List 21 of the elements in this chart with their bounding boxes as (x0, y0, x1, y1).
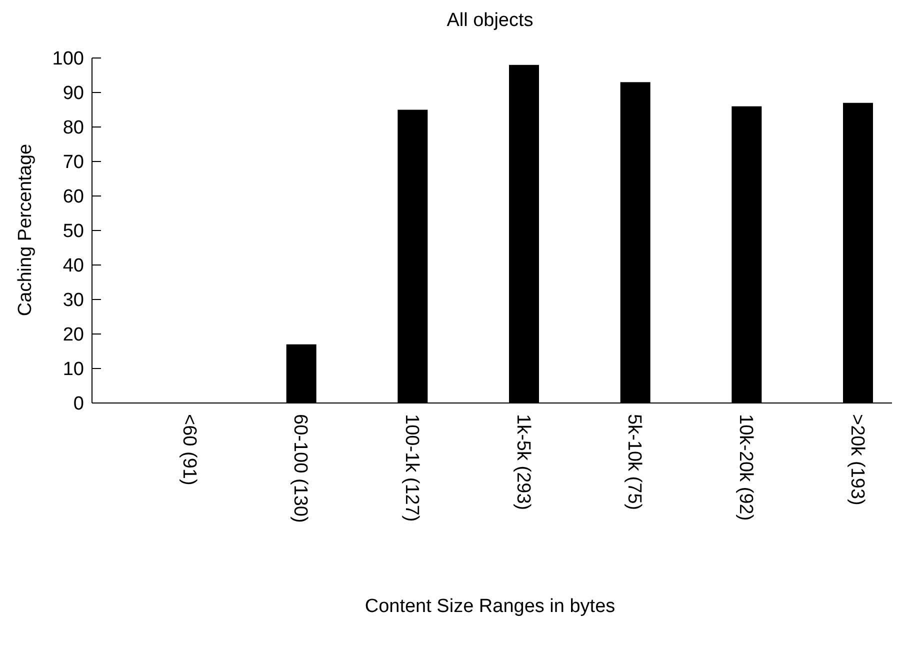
x-axis-title: Content Size Ranges in bytes (364, 596, 616, 617)
x-tick-label: 100-1k (127) (401, 414, 422, 522)
x-tick-label: 5k-10k (75) (624, 414, 645, 510)
y-tick-label: 100 (52, 48, 84, 70)
y-tick-label: 0 (73, 394, 84, 415)
y-tick-label: 50 (62, 221, 84, 242)
y-tick-label: 10 (62, 359, 84, 380)
x-tick-label: 60-100 (130) (290, 414, 311, 523)
y-tick-label: 40 (62, 256, 84, 277)
y-axis-title: Caching Percentage (15, 144, 36, 316)
x-tick-label: 10k-20k (92) (735, 414, 756, 521)
x-tick-label: <60 (91) (178, 414, 200, 486)
chart-title: All objects (446, 10, 534, 31)
y-tick-label: 70 (62, 152, 84, 174)
y-tick-label: 30 (62, 290, 84, 312)
x-tick-label: 1k-5k (293) (512, 414, 534, 510)
y-tick-label: 80 (62, 118, 84, 139)
y-tick-label: 60 (62, 186, 84, 208)
y-tick-label: 20 (62, 324, 84, 346)
y-tick-label: 90 (62, 83, 84, 104)
x-tick-label: >20k (193) (846, 414, 868, 506)
